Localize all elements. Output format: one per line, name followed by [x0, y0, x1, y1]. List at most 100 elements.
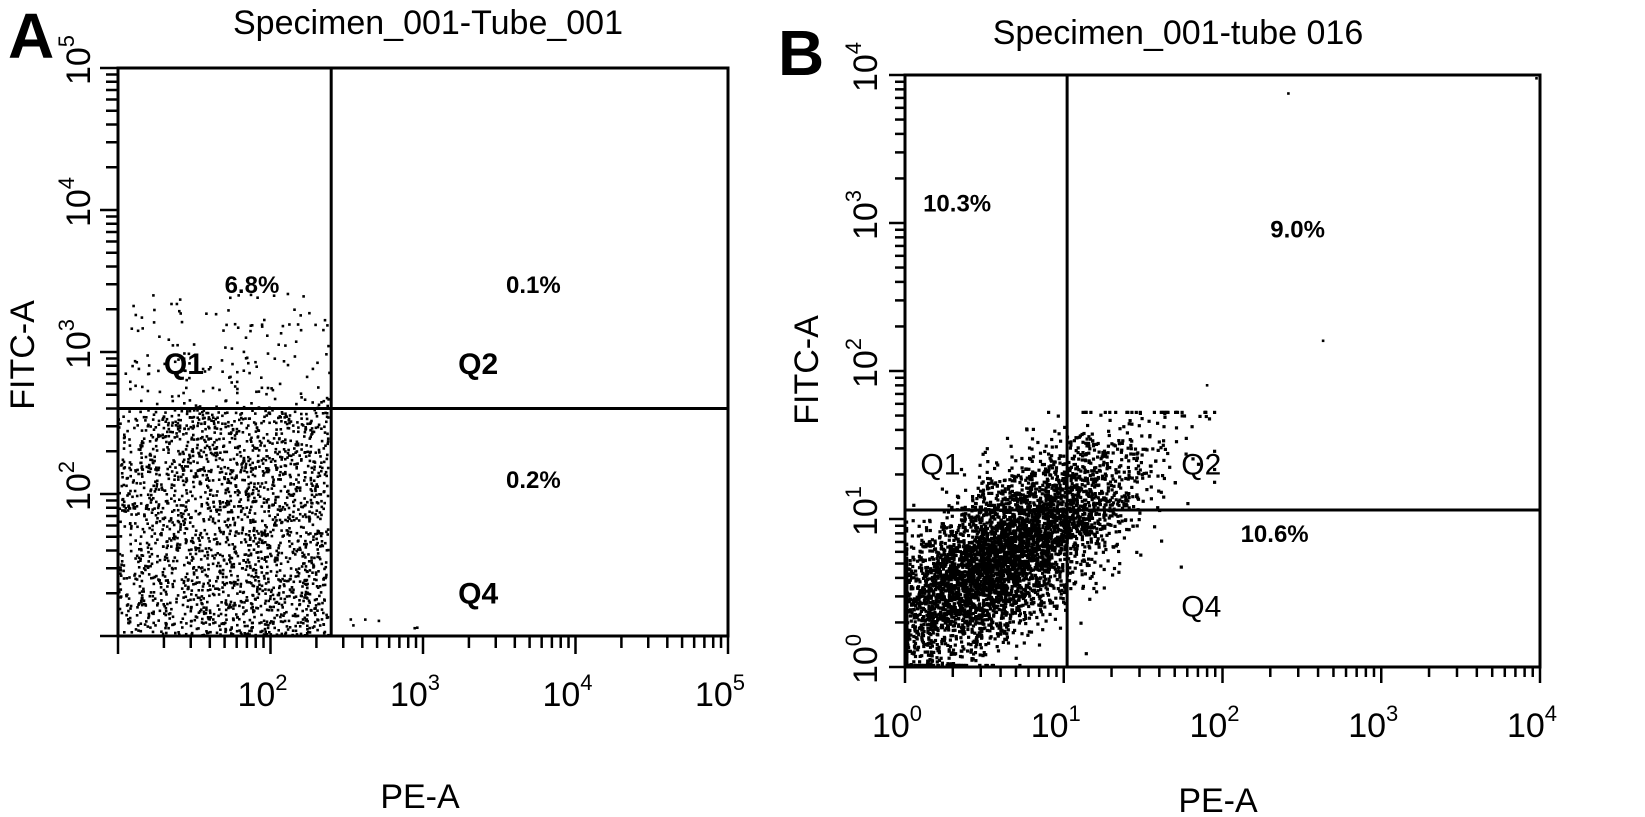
event-point	[152, 321, 156, 324]
event-point	[1021, 493, 1025, 497]
event-point	[122, 569, 125, 573]
event-point	[936, 581, 940, 585]
event-point	[180, 475, 183, 479]
event-point	[233, 534, 237, 537]
event-point	[199, 558, 203, 561]
event-point	[303, 430, 307, 434]
event-point	[246, 558, 250, 562]
event-point	[1128, 476, 1132, 480]
event-point	[138, 585, 142, 588]
event-point	[153, 532, 157, 535]
event-point	[181, 479, 185, 483]
event-point	[315, 415, 319, 418]
event-point	[192, 598, 196, 601]
event-point	[224, 422, 227, 426]
event-point	[221, 622, 225, 625]
event-point	[211, 562, 215, 566]
event-point	[131, 364, 134, 368]
event-point	[247, 548, 251, 552]
event-point	[248, 371, 251, 375]
event-point	[949, 622, 953, 626]
event-point	[300, 412, 303, 416]
event-point	[279, 470, 282, 474]
event-point	[1127, 470, 1131, 474]
event-point	[142, 415, 146, 419]
event-point	[141, 385, 144, 389]
event-point	[208, 540, 211, 543]
event-point	[140, 429, 144, 432]
event-point	[166, 446, 169, 449]
event-point	[1174, 440, 1179, 444]
event-point	[1048, 456, 1052, 460]
event-point	[226, 411, 229, 414]
event-point	[969, 517, 973, 522]
event-point	[260, 557, 264, 560]
event-point	[189, 598, 192, 602]
event-point	[279, 597, 283, 600]
event-point	[1122, 470, 1126, 474]
event-point	[130, 631, 134, 634]
event-point	[282, 448, 286, 451]
event-point	[272, 294, 276, 297]
event-point	[1105, 464, 1110, 468]
event-point	[929, 639, 933, 643]
event-point	[1130, 422, 1134, 426]
event-point	[267, 469, 271, 472]
event-point	[313, 620, 317, 624]
event-point	[194, 552, 198, 556]
event-point	[185, 622, 188, 625]
event-point	[233, 601, 236, 605]
event-point	[186, 587, 190, 591]
event-point	[230, 381, 233, 384]
event-point	[1056, 503, 1060, 507]
event-point	[320, 439, 324, 443]
event-point	[167, 427, 171, 431]
event-point	[167, 434, 171, 438]
event-point	[315, 598, 318, 601]
event-point	[1118, 427, 1122, 431]
event-point	[175, 471, 179, 474]
event-point	[277, 343, 280, 346]
event-point	[230, 565, 233, 569]
event-point	[319, 517, 322, 521]
event-point	[227, 481, 231, 484]
event-point	[152, 612, 155, 616]
event-point	[316, 475, 320, 478]
event-point	[1012, 516, 1016, 520]
event-point	[952, 538, 956, 542]
event-point	[193, 618, 197, 622]
event-point	[1041, 526, 1045, 530]
event-point	[183, 532, 186, 535]
event-point	[168, 527, 172, 531]
event-point	[279, 620, 283, 623]
event-point	[263, 577, 266, 580]
event-point	[149, 458, 152, 462]
event-point	[917, 554, 921, 558]
event-point	[1089, 537, 1093, 541]
event-point	[146, 565, 150, 569]
event-point	[277, 602, 281, 605]
event-point	[1081, 440, 1085, 444]
event-point	[206, 581, 210, 585]
event-point	[243, 601, 246, 604]
event-point	[272, 620, 275, 624]
event-point	[194, 472, 198, 475]
event-point	[1076, 514, 1081, 518]
event-point	[140, 316, 144, 319]
event-point	[226, 510, 230, 514]
event-point	[299, 501, 303, 505]
event-point	[255, 606, 258, 610]
event-point	[174, 466, 177, 469]
event-point	[174, 631, 177, 635]
event-point	[163, 555, 167, 559]
event-point	[149, 564, 152, 568]
event-point	[282, 472, 285, 475]
event-point	[167, 451, 170, 454]
event-point	[296, 462, 299, 465]
event-point	[209, 437, 213, 440]
event-point	[197, 565, 201, 569]
event-point	[228, 441, 232, 444]
event-point	[229, 458, 232, 461]
event-point	[266, 352, 270, 355]
event-point	[935, 660, 939, 664]
